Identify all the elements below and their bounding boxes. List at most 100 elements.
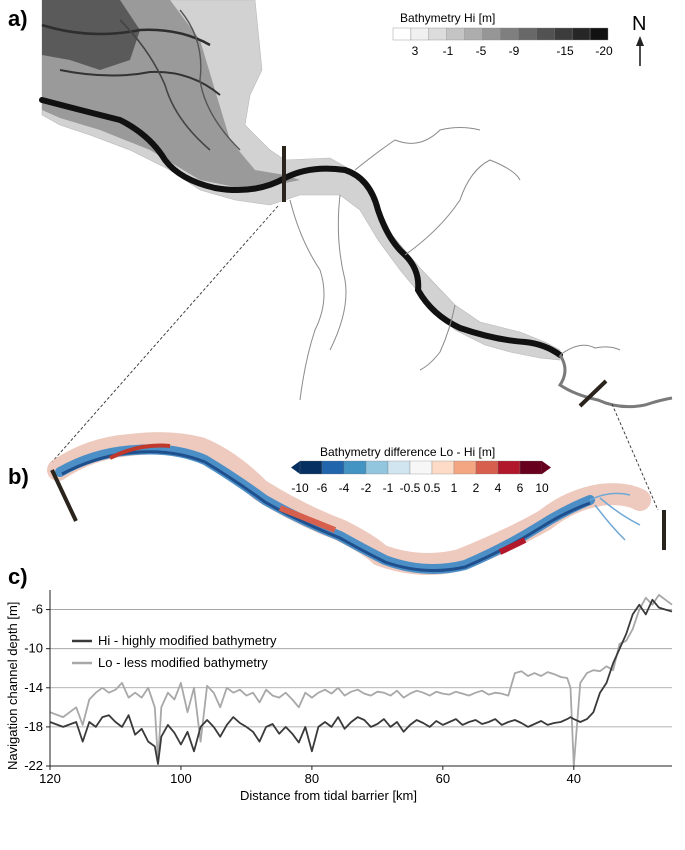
y-tick-label: -22	[24, 758, 43, 773]
zoom-connector-left	[51, 205, 279, 463]
legend-b-colorbar	[291, 460, 551, 475]
legend-a-swatch	[464, 27, 483, 41]
legend-a-swatch	[392, 27, 412, 41]
difference-red-patches-3	[498, 537, 527, 555]
legend-b-title: Bathymetry difference Lo - Hi [m]	[320, 445, 495, 459]
legend-a-tick-label: -1	[443, 44, 454, 58]
legend-b-arrow-left	[291, 461, 300, 474]
legend-a-tick-label: -9	[509, 44, 520, 58]
legend-a-swatch	[589, 27, 609, 41]
y-tick-label: -10	[24, 641, 43, 656]
channel-upstream	[557, 354, 673, 409]
difference-map	[47, 432, 666, 575]
tributary-4	[329, 194, 347, 351]
difference-red-patches-1	[109, 443, 171, 460]
legend-b-ticks: -10 -6 -4 -2 -1 -0.5 0.5 1 2 4 6 10	[291, 481, 549, 495]
difference-upstream-branches	[589, 492, 641, 541]
legend-b-swatch	[497, 460, 521, 475]
tributary-2	[354, 127, 481, 171]
legend-b-tick-label: -10	[291, 481, 309, 495]
gully-3	[119, 19, 211, 151]
legend-b-swatch	[409, 460, 433, 475]
legend-b-arrow-right	[542, 461, 551, 474]
x-axis-label: Distance from tidal barrier [km]	[240, 788, 417, 803]
x-tick-label: 60	[436, 771, 450, 786]
legend-entry-label: Lo - less modified bathymetry	[98, 655, 268, 670]
legend-a-swatch	[500, 27, 519, 41]
chart-series-group	[49, 594, 673, 767]
chart-x-tick-labels: 120 100 80 60 40	[39, 766, 581, 786]
legend-b-swatch	[475, 460, 499, 475]
legend-a-swatch	[536, 27, 555, 41]
tributary-3	[404, 159, 521, 256]
legend-b-tick-label: 10	[535, 481, 549, 495]
legend-a-tick-label: -5	[476, 44, 487, 58]
y-axis-label: Navigation channel depth [m]	[5, 602, 20, 770]
legend-a-swatch	[446, 27, 465, 41]
legend-b-tick-label: -2	[361, 481, 372, 495]
chart-axes	[49, 590, 672, 767]
gully-1	[41, 23, 211, 47]
bathymetry-map	[39, 0, 673, 511]
series-line-lo	[49, 594, 673, 767]
legend-a-tick-label: 3	[412, 44, 419, 58]
main-channel	[39, 97, 563, 358]
legend-b-tick-label: -4	[339, 481, 350, 495]
legend-a-colorbar	[392, 27, 609, 41]
legend-a-swatch	[482, 27, 501, 41]
legend-b-tick-label: 1	[451, 481, 458, 495]
legend-b-tick-label: 4	[495, 481, 502, 495]
tributary-6	[559, 344, 621, 356]
legend-a-swatch	[554, 27, 573, 41]
section-marker-b-left	[50, 469, 78, 522]
legend-a-ticks: 3 -1 -5 -9 -15 -20	[412, 44, 613, 58]
legend-b-swatch	[343, 460, 367, 475]
series-line-hi	[49, 598, 673, 765]
section-marker-upstream	[578, 379, 608, 408]
difference-blue-channel	[55, 444, 595, 574]
legend-a-tick-label: -20	[595, 44, 613, 58]
legend-b-swatch	[519, 460, 543, 475]
legend-a-swatch	[428, 27, 447, 41]
tributary-5	[419, 304, 456, 371]
chart-y-tick-labels: -6 -10 -14 -18 -22	[24, 602, 50, 773]
legend-bathymetry-difference: Bathymetry difference Lo - Hi [m] -10 -6-…	[291, 445, 551, 495]
legend-b-swatch	[387, 460, 411, 475]
difference-red-patches-2	[278, 505, 337, 533]
legend-entry-label: Hi - highly modified bathymetry	[98, 633, 277, 648]
x-tick-label: 40	[567, 771, 581, 786]
legend-a-swatch	[518, 27, 537, 41]
legend-b-tick-label: 2	[473, 481, 480, 495]
panel-label-b: b)	[8, 464, 29, 489]
zoom-connector-right	[611, 403, 659, 511]
legend-b-swatch	[299, 460, 323, 475]
tributary-1	[289, 199, 325, 401]
depth-profile-chart: 120 100 80 60 40 -6 -10 -14 -18 -22 Distance fro…	[5, 590, 673, 803]
legend-bathymetry-hi: Bathymetry Hi [m] 3 -1 -5 -9 -15 -20	[392, 11, 613, 58]
legend-b-tick-label: -1	[383, 481, 394, 495]
panel-label-c: c)	[8, 564, 28, 589]
legend-b-tick-label: 6	[517, 481, 524, 495]
legend-a-swatch	[410, 27, 430, 41]
x-tick-label: 80	[305, 771, 319, 786]
legend-b-swatch	[453, 460, 477, 475]
x-tick-label: 100	[170, 771, 192, 786]
legend-b-swatch	[365, 460, 389, 475]
x-tick-label: 120	[39, 771, 61, 786]
y-tick-label: -14	[24, 680, 43, 695]
legend-a-title: Bathymetry Hi [m]	[400, 11, 495, 25]
panel-label-a: a)	[8, 6, 28, 31]
north-label: N	[632, 13, 646, 35]
legend-b-swatch	[431, 460, 455, 475]
legend-a-swatch	[571, 27, 591, 41]
chart-legend: Hi - highly modified bathymetry Lo - less…	[72, 633, 277, 670]
y-tick-label: -18	[24, 719, 43, 734]
gully-4	[179, 9, 241, 151]
legend-b-tick-label: -0.5	[400, 481, 421, 495]
north-arrow-icon: N	[632, 13, 646, 66]
y-tick-label: -6	[31, 602, 43, 617]
legend-b-tick-label: -6	[317, 481, 328, 495]
legend-a-tick-label: -15	[556, 44, 574, 58]
legend-b-tick-label: 0.5	[424, 481, 441, 495]
